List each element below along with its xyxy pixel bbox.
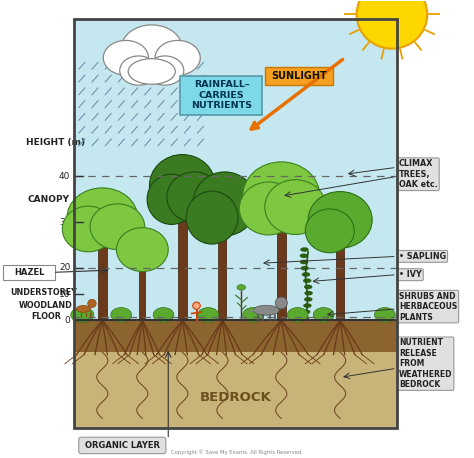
FancyBboxPatch shape: [180, 76, 263, 115]
Ellipse shape: [167, 172, 221, 222]
Ellipse shape: [243, 162, 320, 230]
Text: 20: 20: [59, 263, 70, 273]
Ellipse shape: [313, 307, 334, 322]
Ellipse shape: [117, 228, 168, 272]
Ellipse shape: [304, 291, 313, 295]
Circle shape: [88, 300, 96, 307]
Bar: [219, 224, 227, 320]
Circle shape: [193, 302, 201, 309]
Ellipse shape: [111, 307, 131, 322]
Bar: [74, 352, 397, 428]
FancyBboxPatch shape: [79, 437, 166, 454]
Text: SHRUBS AND
HERBACEOUS
PLANTS: SHRUBS AND HERBACEOUS PLANTS: [399, 292, 457, 322]
Text: BEDROCK: BEDROCK: [200, 392, 271, 404]
Ellipse shape: [308, 191, 372, 248]
Ellipse shape: [237, 285, 246, 290]
Ellipse shape: [303, 278, 311, 283]
Text: UNDERSTOREY: UNDERSTOREY: [10, 288, 77, 296]
Ellipse shape: [120, 56, 157, 85]
Ellipse shape: [303, 303, 311, 308]
Ellipse shape: [71, 307, 91, 322]
Ellipse shape: [62, 206, 114, 252]
Ellipse shape: [73, 307, 94, 322]
Ellipse shape: [155, 40, 201, 75]
Text: HAZEL: HAZEL: [14, 268, 45, 277]
Ellipse shape: [300, 253, 308, 258]
Text: • IVY: • IVY: [399, 270, 422, 279]
Ellipse shape: [103, 40, 148, 75]
Text: ORGANIC LAYER: ORGANIC LAYER: [85, 441, 160, 450]
Ellipse shape: [301, 266, 309, 271]
Ellipse shape: [128, 59, 175, 84]
Text: HEIGHT (m): HEIGHT (m): [26, 138, 85, 147]
Ellipse shape: [186, 191, 238, 244]
Ellipse shape: [76, 305, 91, 312]
Text: WOODLAND
FLOOR: WOODLAND FLOOR: [19, 301, 73, 321]
Text: NUTRIENT
RELEASE
FROM
WEATHERED
BEDROCK: NUTRIENT RELEASE FROM WEATHERED BEDROCK: [399, 338, 453, 389]
Text: • SAPLING: • SAPLING: [399, 252, 446, 261]
Text: SUNLIGHT: SUNLIGHT: [271, 71, 327, 81]
Ellipse shape: [304, 284, 312, 289]
Ellipse shape: [302, 272, 310, 277]
FancyBboxPatch shape: [265, 67, 333, 85]
Ellipse shape: [193, 172, 257, 236]
Text: CANOPY: CANOPY: [27, 195, 69, 204]
Ellipse shape: [90, 204, 145, 250]
Bar: [139, 266, 146, 320]
Text: RAINFALL–
CARRIES
NUTRIENTS: RAINFALL– CARRIES NUTRIENTS: [191, 80, 252, 110]
Ellipse shape: [374, 307, 395, 322]
Ellipse shape: [253, 305, 279, 315]
Bar: [74, 19, 397, 428]
Ellipse shape: [146, 56, 184, 85]
Ellipse shape: [304, 297, 312, 302]
Bar: [337, 234, 344, 320]
Ellipse shape: [239, 182, 298, 235]
Text: 10: 10: [59, 290, 70, 299]
Text: Copyright © Save My Exams. All Rights Reserved.: Copyright © Save My Exams. All Rights Re…: [171, 449, 302, 455]
Bar: [98, 238, 107, 320]
Ellipse shape: [153, 307, 174, 322]
Circle shape: [275, 297, 287, 309]
Ellipse shape: [149, 154, 215, 217]
Bar: [178, 204, 187, 320]
Text: CLIMAX
TREES,
OAK etc.: CLIMAX TREES, OAK etc.: [399, 159, 438, 189]
Bar: [74, 320, 397, 352]
Bar: [276, 218, 286, 320]
Ellipse shape: [300, 247, 309, 252]
Ellipse shape: [121, 25, 182, 72]
Ellipse shape: [265, 180, 326, 234]
Ellipse shape: [305, 209, 354, 253]
Circle shape: [356, 0, 427, 49]
Ellipse shape: [287, 307, 308, 322]
Ellipse shape: [67, 188, 137, 247]
Ellipse shape: [147, 174, 196, 224]
FancyBboxPatch shape: [3, 265, 55, 280]
Text: 0: 0: [64, 316, 70, 325]
Ellipse shape: [198, 307, 219, 322]
Text: 30: 30: [59, 218, 70, 227]
Bar: [74, 19, 397, 428]
Ellipse shape: [243, 307, 264, 322]
Ellipse shape: [301, 316, 309, 320]
Text: 40: 40: [59, 172, 70, 181]
Ellipse shape: [300, 260, 308, 264]
Ellipse shape: [302, 310, 310, 314]
